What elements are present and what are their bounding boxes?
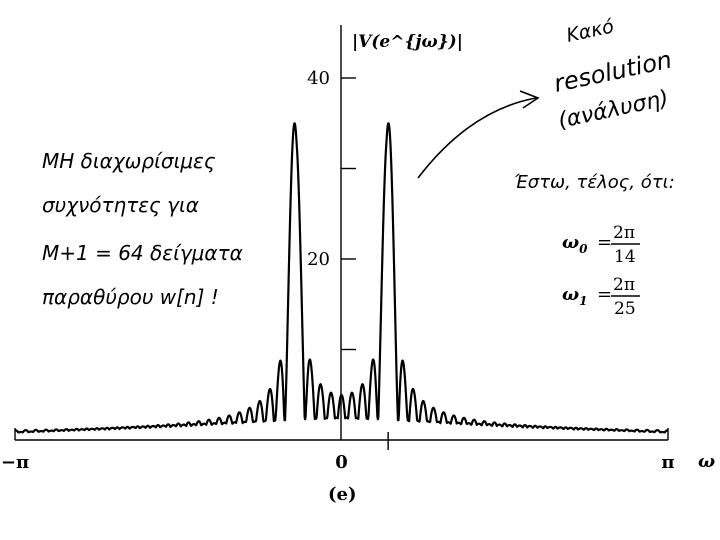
eq1-numerator: 2π	[613, 275, 635, 295]
top-right-note-line-1: Κακό	[564, 15, 616, 47]
x-tick-label: 0	[335, 452, 348, 473]
eq0-lhs: ω	[562, 232, 579, 253]
x-axis-label: ω	[698, 451, 715, 472]
eq0-denominator: 14	[614, 247, 636, 267]
left-note: ΜΗ διαχωρίσιμες συχνότητες για M+1 = 64 …	[42, 149, 243, 309]
svg-text:=: =	[597, 284, 612, 305]
y-axis-label: |V(e^{jω})|	[352, 32, 463, 52]
eq0-sub: 0	[579, 242, 588, 256]
equation-omega-1: ω1 = 2π 25	[562, 275, 640, 319]
eq1-denominator: 25	[614, 299, 636, 319]
spectrum-curve	[14, 122, 669, 434]
eq1-sub: 1	[579, 294, 587, 308]
arrow-head	[519, 90, 540, 109]
svg-text:=: =	[597, 232, 612, 253]
eq1-lhs: ω	[562, 284, 579, 305]
svg-text:ω1: ω1	[562, 284, 588, 308]
y-tick-label: 20	[307, 249, 330, 270]
eq0-numerator: 2π	[613, 223, 635, 243]
x-ticks: −π 0 π	[1, 432, 675, 473]
figure-caption: (e)	[328, 484, 357, 505]
x-tick-label: π	[661, 452, 674, 473]
annotation-arrow	[417, 97, 537, 179]
left-note-line-1: ΜΗ διαχωρίσιμες	[42, 149, 216, 173]
left-note-line-3: M+1 = 64 δείγματα	[42, 241, 243, 265]
right-note: Έστω, τέλος, ότι:	[514, 172, 675, 193]
left-note-line-2: συχνότητες για	[42, 193, 199, 217]
y-tick-label: 40	[307, 68, 330, 89]
equation-omega-0: ω0 = 2π 14	[562, 223, 640, 267]
svg-text:ω0: ω0	[562, 232, 588, 256]
left-note-line-4: παραθύρου w[n] !	[42, 285, 219, 309]
top-right-note: Κακό resolution (ανάλυση)	[551, 15, 674, 134]
x-tick-label: −π	[1, 452, 29, 473]
